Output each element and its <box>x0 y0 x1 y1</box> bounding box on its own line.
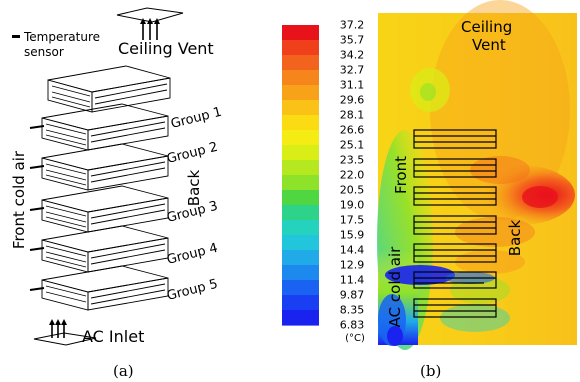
colorbar-tick-label: 19.0 <box>340 199 365 212</box>
temperature-sensor-marker <box>12 35 20 38</box>
colorbar-tick-label: 8.35 <box>340 304 365 317</box>
group-label-1: Group 1 <box>169 105 223 132</box>
group-label-5: Group 5 <box>165 277 219 304</box>
colorbar-cell <box>282 40 319 56</box>
map-back-label: Back <box>506 219 524 256</box>
rack-tier <box>29 225 169 273</box>
colorbar-tick-label: 12.9 <box>340 259 365 272</box>
map-ceiling-vent-label-line2: Vent <box>472 36 506 54</box>
colorbar-tick-label: 17.5 <box>340 214 365 227</box>
colorbar-tick-label: 29.6 <box>340 94 365 107</box>
colorbar-cell <box>282 145 319 161</box>
colorbar-cell <box>282 235 319 251</box>
panel-b: 37.2 35.7 34.2 32.7 31.1 29.6 28.1 26.6 25.1 23.5… <box>282 0 577 380</box>
temperature-sensor-label-2: sensor <box>24 45 64 59</box>
rack-group-1 <box>413 129 497 149</box>
colorbar-cell <box>282 55 319 71</box>
colorbar-cell <box>282 310 319 326</box>
colorbar-tick-label: 37.2 <box>340 19 365 32</box>
rack-group-5 <box>413 243 497 263</box>
colorbar-tick-label: 35.7 <box>340 34 365 47</box>
map-front-label: Front <box>392 156 410 194</box>
rack-tier <box>29 185 169 233</box>
rack-tier <box>47 65 171 113</box>
colorbar-tick-label: 25.1 <box>340 139 365 152</box>
colorbar-tick-label: 15.9 <box>340 229 365 242</box>
rack-tier <box>29 103 169 151</box>
colorbar-tick-label: 31.1 <box>340 79 365 92</box>
temperature-sensor-label: Temperature <box>23 30 100 44</box>
colorbar-tick-labels: 37.2 35.7 34.2 32.7 31.1 29.6 28.1 26.6 25.1 23.5… <box>340 19 365 332</box>
colorbar-cell <box>282 115 319 131</box>
colorbar-cell <box>282 160 319 176</box>
temperature-colorbar <box>282 25 319 326</box>
colorbar-tick-label: 14.4 <box>340 244 365 257</box>
rack-stack <box>29 65 171 311</box>
colorbar-tick-label: 23.5 <box>340 154 365 167</box>
rack-group-4 <box>413 215 497 235</box>
group-label-4: Group 4 <box>165 241 219 268</box>
rack-group-6 <box>413 271 497 289</box>
rack-tier <box>29 265 169 311</box>
ceiling-vent-label: Ceiling Vent <box>118 39 214 58</box>
caption-b: (b) <box>420 362 441 380</box>
colorbar-cell <box>282 100 319 116</box>
panel-a: Temperature sensor Ceiling Vent <box>10 7 223 380</box>
colorbar-tick-label: 11.4 <box>340 274 365 287</box>
colorbar-cell <box>282 130 319 146</box>
map-ac-cold-air-label: AC cold air <box>386 246 404 327</box>
colorbar-cell <box>282 220 319 236</box>
front-cold-air-label: Front cold air <box>10 150 28 249</box>
rack-tier <box>29 143 169 191</box>
colorbar-cell <box>282 265 319 281</box>
caption-a: (a) <box>113 362 134 380</box>
temperature-map <box>377 0 577 350</box>
rack-group-3 <box>413 186 497 206</box>
colorbar-tick-label: 22.0 <box>340 169 365 182</box>
colorbar-cell <box>282 295 319 311</box>
ceiling-vent-plate <box>116 7 184 40</box>
colorbar-cell <box>282 190 319 206</box>
colorbar-tick-label: 9.87 <box>340 289 365 302</box>
map-ceiling-vent-label-line1: Ceiling <box>461 18 512 36</box>
colorbar-tick-label: 28.1 <box>340 109 365 122</box>
colorbar-tick-label: 20.5 <box>340 184 365 197</box>
rack-group-7 <box>413 298 497 318</box>
colorbar-cell <box>282 25 319 41</box>
colorbar-tick-label: 34.2 <box>340 49 365 62</box>
colorbar-cell <box>282 205 319 221</box>
colorbar-tick-label: 6.83 <box>340 319 365 332</box>
unit-label: (°C) <box>345 333 365 344</box>
colorbar-cell <box>282 85 319 101</box>
colorbar-tick-label: 26.6 <box>340 124 365 137</box>
rack-outlines <box>413 129 497 318</box>
colorbar-cell <box>282 250 319 266</box>
group-label-2: Group 2 <box>165 140 219 167</box>
colorbar-cell <box>282 70 319 86</box>
colorbar-tick-label: 32.7 <box>340 64 365 77</box>
ac-inlet-plate <box>33 319 97 346</box>
ac-inlet-label: AC Inlet <box>82 327 144 346</box>
back-label: Back <box>185 169 203 206</box>
rack-group-2 <box>413 158 497 178</box>
colorbar-cell <box>282 175 319 191</box>
colorbar-cell <box>282 280 319 296</box>
